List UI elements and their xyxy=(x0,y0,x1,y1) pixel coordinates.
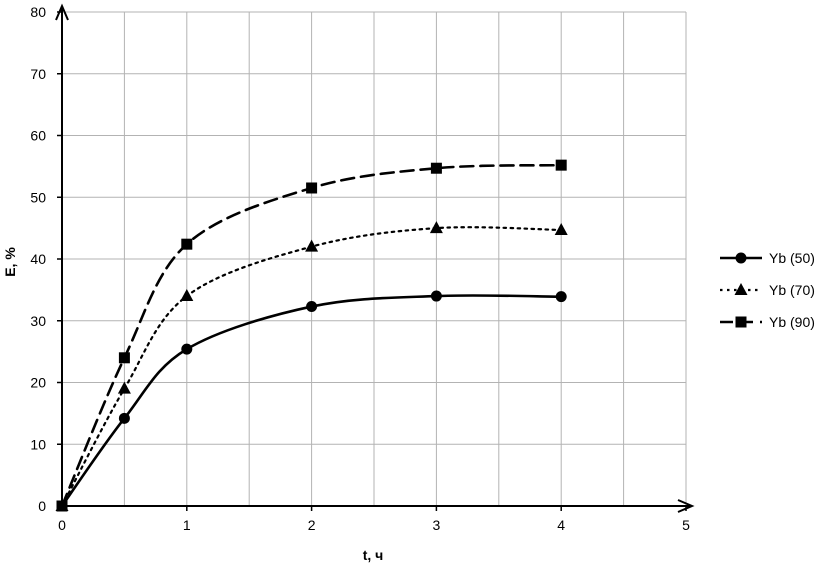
series-group xyxy=(55,159,568,512)
legend-item-1: Yb (50) xyxy=(720,250,815,266)
data-point xyxy=(305,239,319,252)
legend-label: Yb (90) xyxy=(769,314,815,330)
series-line xyxy=(60,294,563,508)
legend: Yb (50) Yb (70) Yb (90) xyxy=(720,250,815,330)
series-line xyxy=(60,226,563,508)
data-point xyxy=(56,500,68,512)
y-tick-label: 50 xyxy=(30,189,46,205)
series-line xyxy=(60,163,563,508)
y-axis-arrow xyxy=(55,3,69,21)
data-point xyxy=(181,343,193,355)
grid-lines xyxy=(62,11,687,506)
x-tick-label: 5 xyxy=(682,517,690,533)
legend-item-2: Yb (70) xyxy=(720,282,815,298)
data-point xyxy=(180,289,194,302)
y-tick-label: 70 xyxy=(30,66,46,82)
x-axis-label: t, ч xyxy=(363,547,384,563)
x-tick-label: 4 xyxy=(557,517,565,533)
data-point xyxy=(430,162,442,174)
data-point xyxy=(555,159,567,171)
data-point xyxy=(306,182,318,194)
legend-marker xyxy=(734,283,748,295)
data-point xyxy=(555,291,567,303)
series-3 xyxy=(56,159,567,512)
y-tick-label: 80 xyxy=(30,4,46,20)
y-tick-label: 30 xyxy=(30,313,46,329)
y-tick-label: 0 xyxy=(38,498,46,514)
data-point xyxy=(181,238,193,250)
x-tick-label: 0 xyxy=(58,517,66,533)
x-tick-label: 3 xyxy=(433,517,441,533)
legend-label: Yb (50) xyxy=(769,250,815,266)
legend-marker xyxy=(735,252,747,264)
legend-item-3: Yb (90) xyxy=(720,314,815,330)
legend-marker xyxy=(735,316,747,328)
data-point xyxy=(306,301,318,313)
x-tick-label: 2 xyxy=(308,517,316,533)
tick-labels: 0 10 20 30 40 50 60 70 80 0 1 2 3 4 5 xyxy=(30,4,690,533)
y-tick-label: 60 xyxy=(30,128,46,144)
data-point xyxy=(117,381,131,394)
data-point xyxy=(429,221,443,234)
y-axis-label: E, % xyxy=(2,247,18,277)
data-point xyxy=(118,412,130,424)
data-point xyxy=(554,222,568,235)
data-point xyxy=(430,290,442,302)
y-tick-label: 10 xyxy=(30,436,46,452)
x-axis-arrow xyxy=(677,499,695,513)
legend-label: Yb (70) xyxy=(769,282,815,298)
data-point xyxy=(118,352,130,364)
y-tick-label: 40 xyxy=(30,251,46,267)
x-tick-label: 1 xyxy=(183,517,191,533)
y-tick-label: 20 xyxy=(30,375,46,391)
